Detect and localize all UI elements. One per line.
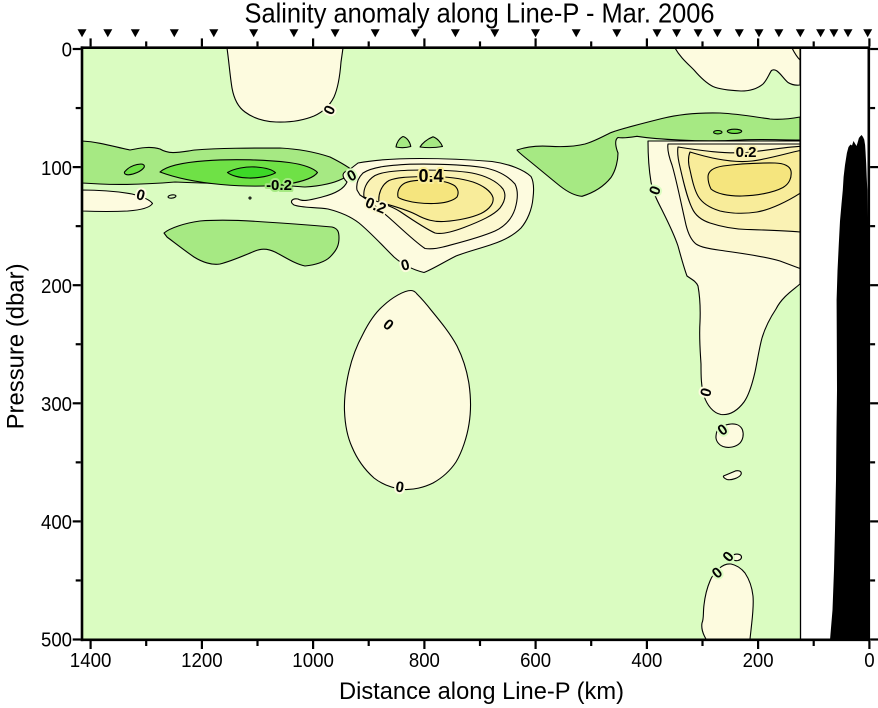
svg-text:0.2: 0.2 <box>736 144 757 161</box>
svg-text:100: 100 <box>41 158 72 180</box>
svg-text:200: 200 <box>743 650 774 672</box>
svg-text:Distance along Line-P (km): Distance along Line-P (km) <box>339 678 624 705</box>
svg-text:Pressure (dbar): Pressure (dbar) <box>3 263 30 429</box>
svg-text:1200: 1200 <box>181 650 223 672</box>
svg-text:-0.2: -0.2 <box>266 177 292 194</box>
svg-text:1000: 1000 <box>292 650 334 672</box>
svg-text:500: 500 <box>41 630 72 652</box>
svg-text:400: 400 <box>631 650 662 672</box>
svg-text:1400: 1400 <box>70 650 112 672</box>
svg-text:400: 400 <box>41 512 72 534</box>
svg-text:300: 300 <box>41 394 72 416</box>
svg-text:800: 800 <box>409 650 440 672</box>
svg-text:0: 0 <box>864 650 874 672</box>
svg-text:0: 0 <box>62 40 72 62</box>
svg-text:Salinity anomaly along Line-P: Salinity anomaly along Line-P - Mar. 200… <box>245 0 715 29</box>
svg-text:200: 200 <box>41 276 72 298</box>
svg-text:600: 600 <box>520 650 551 672</box>
svg-text:0.4: 0.4 <box>418 166 443 186</box>
